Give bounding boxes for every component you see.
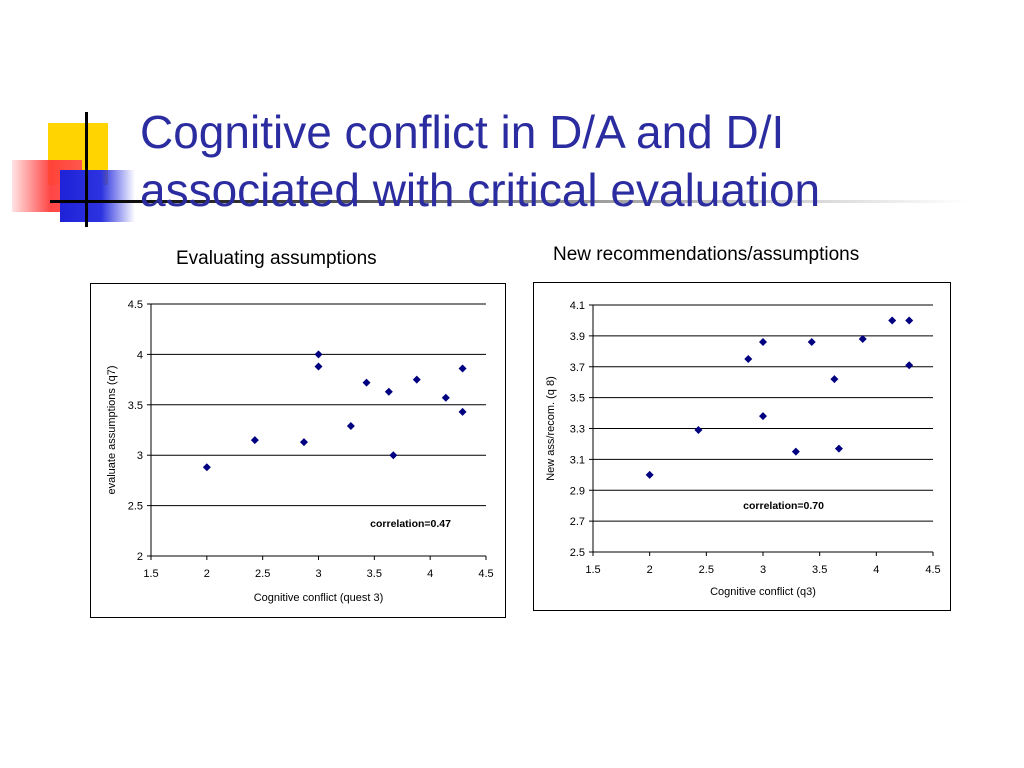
data-point (389, 451, 398, 460)
scatter-chart-evaluating-assumptions: 2 2.5 3 3.5 4 4.5 1.5 2 2.5 3 3.5 4 4.5 Cognitive con… (90, 283, 506, 618)
x-tick-label: 4 (873, 564, 879, 576)
x-tick-label: 3 (760, 564, 766, 576)
x-tick-label: 1.5 (585, 564, 600, 576)
data-point (458, 364, 467, 373)
x-axis-label: Cognitive conflict (quest 3) (254, 592, 384, 604)
data-point (905, 316, 914, 325)
chart-heading-left: Evaluating assumptions (176, 248, 377, 269)
data-point (830, 375, 839, 384)
data-point (744, 355, 753, 364)
data-point (202, 463, 211, 472)
y-tick-label: 2.7 (570, 516, 585, 528)
y-tick-label: 2.5 (128, 501, 143, 513)
y-tick-label: 3 (137, 450, 143, 462)
data-point (412, 375, 421, 384)
data-point (858, 334, 867, 343)
y-axis-label: evaluate assumptions (q7) (106, 365, 118, 494)
slide-logo-decoration (0, 0, 150, 240)
correlation-annotation: correlation=0.70 (743, 500, 824, 512)
y-tick-label: 3.5 (128, 400, 143, 412)
y-tick-label: 4 (137, 349, 143, 361)
data-point (458, 407, 467, 416)
data-point (362, 378, 371, 387)
y-tick-label: 3.1 (570, 454, 585, 466)
data-point (694, 426, 703, 435)
x-tick-label: 2 (647, 564, 653, 576)
x-tick-label: 2.5 (699, 564, 714, 576)
slide-title: Cognitive conflict in D/A and D/I associ… (140, 105, 821, 216)
y-tick-label: 3.9 (570, 331, 585, 343)
data-point (759, 338, 767, 347)
data-point (250, 436, 259, 445)
x-tick-label: 4.5 (925, 564, 940, 576)
x-tick-label: 3.5 (367, 568, 382, 580)
data-point (888, 316, 897, 325)
x-tick-label: 3.5 (812, 564, 827, 576)
y-tick-label: 4.5 (128, 299, 143, 311)
y-tick-label: 2.9 (570, 485, 585, 497)
y-axis-label: New ass/recom. (q 8) (545, 376, 557, 481)
scatter-chart-new-recommendations: 2.5 2.7 2.9 3.1 3.3 3.5 3.7 3.9 4.1 1.5 2 2.5 3 3.5 4 4… (533, 282, 951, 611)
x-tick-label: 1.5 (143, 568, 158, 580)
x-tick-label: 3 (315, 568, 321, 580)
data-point (346, 421, 355, 430)
y-tick-label: 3.7 (570, 362, 585, 374)
data-point (314, 362, 323, 371)
vertical-rule-decoration (85, 112, 88, 227)
chart-heading-right: New recommendations/assumptions (553, 244, 860, 265)
x-axis-label: Cognitive conflict (q3) (710, 586, 816, 598)
blue-square-decoration (60, 170, 135, 222)
data-point (807, 338, 816, 347)
x-tick-label: 4.5 (478, 568, 493, 580)
y-tick-label: 2 (137, 551, 143, 563)
x-tick-label: 2 (204, 568, 210, 580)
data-point (314, 350, 323, 359)
data-point (791, 447, 800, 456)
y-tick-label: 3.3 (570, 424, 585, 436)
title-underline (88, 200, 968, 203)
chart-svg-right: 2.5 2.7 2.9 3.1 3.3 3.5 3.7 3.9 4.1 1.5 2 2.5 3 3.5 4 4… (545, 300, 941, 598)
y-tick-label: 2.5 (570, 547, 585, 559)
x-tick-label: 2.5 (255, 568, 270, 580)
data-point (905, 361, 914, 370)
data-point (441, 393, 450, 402)
data-point (299, 438, 308, 447)
data-point (384, 387, 393, 396)
y-tick-label: 4.1 (570, 300, 585, 312)
x-tick-label: 4 (427, 568, 433, 580)
data-point (645, 470, 654, 479)
data-point (759, 412, 767, 421)
y-tick-label: 3.5 (570, 393, 585, 405)
data-point (834, 444, 843, 453)
correlation-annotation: correlation=0.47 (370, 518, 451, 530)
